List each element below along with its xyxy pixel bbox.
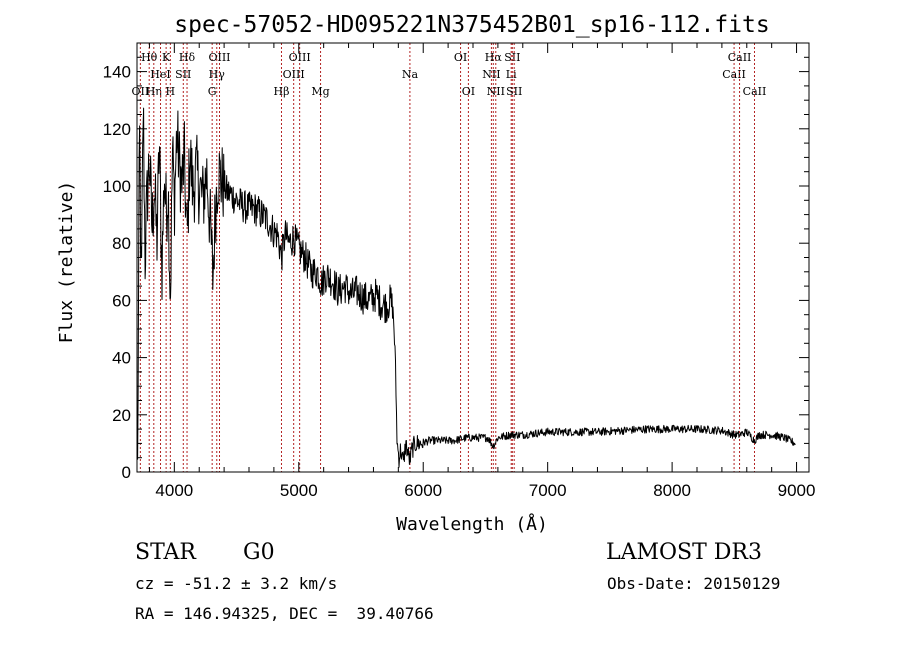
line-marker-label: SII (175, 68, 191, 81)
line-marker-label: Hθ (141, 51, 158, 64)
line-marker-label: Hδ (179, 51, 196, 64)
coordinates: RA = 146.94325, DEC = 39.40766 (135, 604, 434, 623)
line-marker-label: Hα (485, 51, 503, 64)
spectrum-series (137, 107, 796, 468)
line-marker-label: CaII (743, 85, 767, 98)
line-marker-label: OIII (208, 51, 230, 64)
line-marker-label: NII (487, 85, 505, 98)
x-tick-label: 8000 (653, 481, 691, 500)
y-axis-label: Flux (relative) (56, 181, 77, 344)
line-marker-label: Hβ (274, 85, 290, 98)
y-tick-label: 80 (112, 234, 131, 253)
chart-title: spec-57052-HD095221N375452B01_sp16-112.f… (174, 12, 769, 38)
y-tick-label: 140 (103, 63, 131, 82)
y-tick-label: 60 (112, 291, 131, 310)
line-marker-label: OII (132, 85, 150, 98)
x-tick-label: 5000 (280, 481, 318, 500)
object-class: STAR (135, 540, 196, 565)
line-marker-label: OI (454, 51, 467, 64)
object-subclass: G0 (243, 540, 275, 565)
line-marker-label: Mg (311, 85, 329, 98)
y-tick-label: 20 (112, 406, 131, 425)
survey-name: LAMOST DR3 (606, 540, 762, 565)
line-marker-label: Na (402, 68, 419, 81)
y-tick-label: 0 (122, 463, 131, 482)
emission-line-markers: OII Hθ Hη HeI K H SII Hδ G Hγ OIII Hβ OIII OIII Mg Na OI… (132, 43, 767, 472)
obs-date: Obs-Date: 20150129 (607, 574, 781, 593)
x-tick-label: 6000 (404, 481, 442, 500)
x-tick-label: 9000 (778, 481, 816, 500)
x-tick-label: 4000 (155, 481, 193, 500)
line-marker-label: Li (506, 68, 517, 81)
line-marker-label: HeI (150, 68, 170, 81)
line-marker-label: NII (482, 68, 500, 81)
line-marker-label: OI (462, 85, 475, 98)
line-marker-label: OIII (289, 51, 311, 64)
x-tick-label: 7000 (529, 481, 567, 500)
line-marker-label: Hη (146, 85, 162, 98)
y-tick-label: 100 (103, 177, 131, 196)
line-marker-label: CaII (728, 51, 752, 64)
redshift-readout: cz = -51.2 ± 3.2 km/s (135, 574, 338, 593)
flux-series-line (137, 107, 796, 468)
line-marker-label: G (208, 85, 217, 98)
line-marker-label: Hγ (209, 68, 226, 81)
line-marker-label: SII (504, 51, 520, 64)
y-tick-label: 120 (103, 120, 131, 139)
line-marker-label: SII (506, 85, 522, 98)
line-marker-label: CaII (722, 68, 746, 81)
x-axis-label: Wavelength (Å) (396, 513, 548, 535)
line-marker-label: H (166, 85, 176, 98)
plot-frame (136, 42, 810, 473)
y-tick-label: 40 (112, 349, 131, 368)
line-marker-label: K (162, 51, 171, 64)
line-marker-label: OIII (283, 68, 305, 81)
axes: 4000 5000 6000 7000 8000 9000 0 20 40 60 80 100 120 1… (103, 43, 816, 500)
